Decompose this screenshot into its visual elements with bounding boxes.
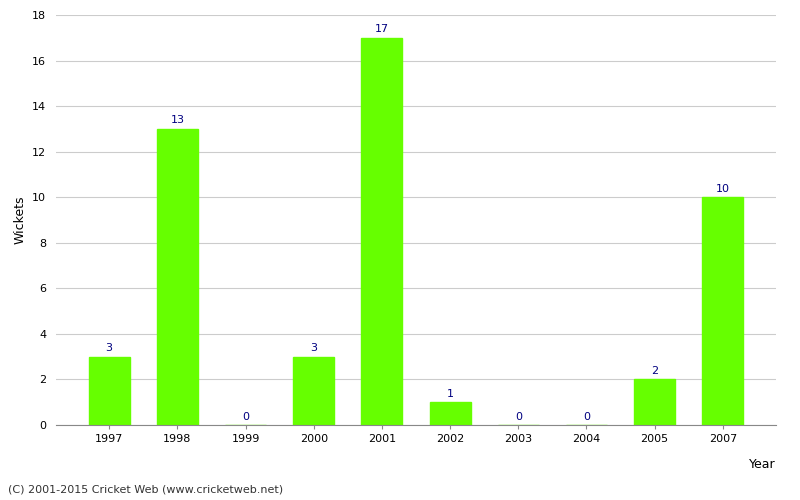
Text: 2: 2 bbox=[651, 366, 658, 376]
Text: 3: 3 bbox=[310, 343, 318, 353]
Text: 10: 10 bbox=[716, 184, 730, 194]
Bar bbox=[89, 356, 130, 425]
Bar bbox=[430, 402, 470, 425]
Text: (C) 2001-2015 Cricket Web (www.cricketweb.net): (C) 2001-2015 Cricket Web (www.cricketwe… bbox=[8, 485, 283, 495]
Text: 3: 3 bbox=[106, 343, 113, 353]
Text: 13: 13 bbox=[170, 116, 184, 126]
Bar bbox=[294, 356, 334, 425]
Text: Year: Year bbox=[750, 458, 776, 471]
Bar bbox=[634, 380, 675, 425]
Bar bbox=[157, 129, 198, 425]
Text: 0: 0 bbox=[583, 412, 590, 422]
Y-axis label: Wickets: Wickets bbox=[14, 196, 26, 244]
Text: 17: 17 bbox=[375, 24, 389, 34]
Bar bbox=[362, 38, 402, 425]
Text: 0: 0 bbox=[242, 412, 249, 422]
Text: 0: 0 bbox=[514, 412, 522, 422]
Bar bbox=[702, 197, 743, 425]
Text: 1: 1 bbox=[446, 389, 454, 399]
